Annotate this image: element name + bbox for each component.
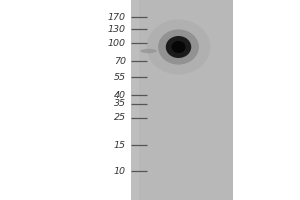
Ellipse shape xyxy=(140,49,157,53)
Bar xyxy=(130,0,232,200)
Ellipse shape xyxy=(166,36,191,58)
Bar xyxy=(130,0,139,200)
Ellipse shape xyxy=(158,29,199,65)
Text: 70: 70 xyxy=(114,56,126,66)
Ellipse shape xyxy=(147,20,210,74)
Text: 15: 15 xyxy=(114,140,126,149)
Text: 100: 100 xyxy=(108,38,126,47)
Text: 10: 10 xyxy=(114,166,126,176)
Text: 130: 130 xyxy=(108,24,126,33)
Text: 35: 35 xyxy=(114,99,126,108)
Text: 40: 40 xyxy=(114,90,126,99)
Text: 55: 55 xyxy=(114,72,126,82)
Text: 170: 170 xyxy=(108,12,126,21)
Ellipse shape xyxy=(172,41,185,53)
Text: 25: 25 xyxy=(114,114,126,122)
